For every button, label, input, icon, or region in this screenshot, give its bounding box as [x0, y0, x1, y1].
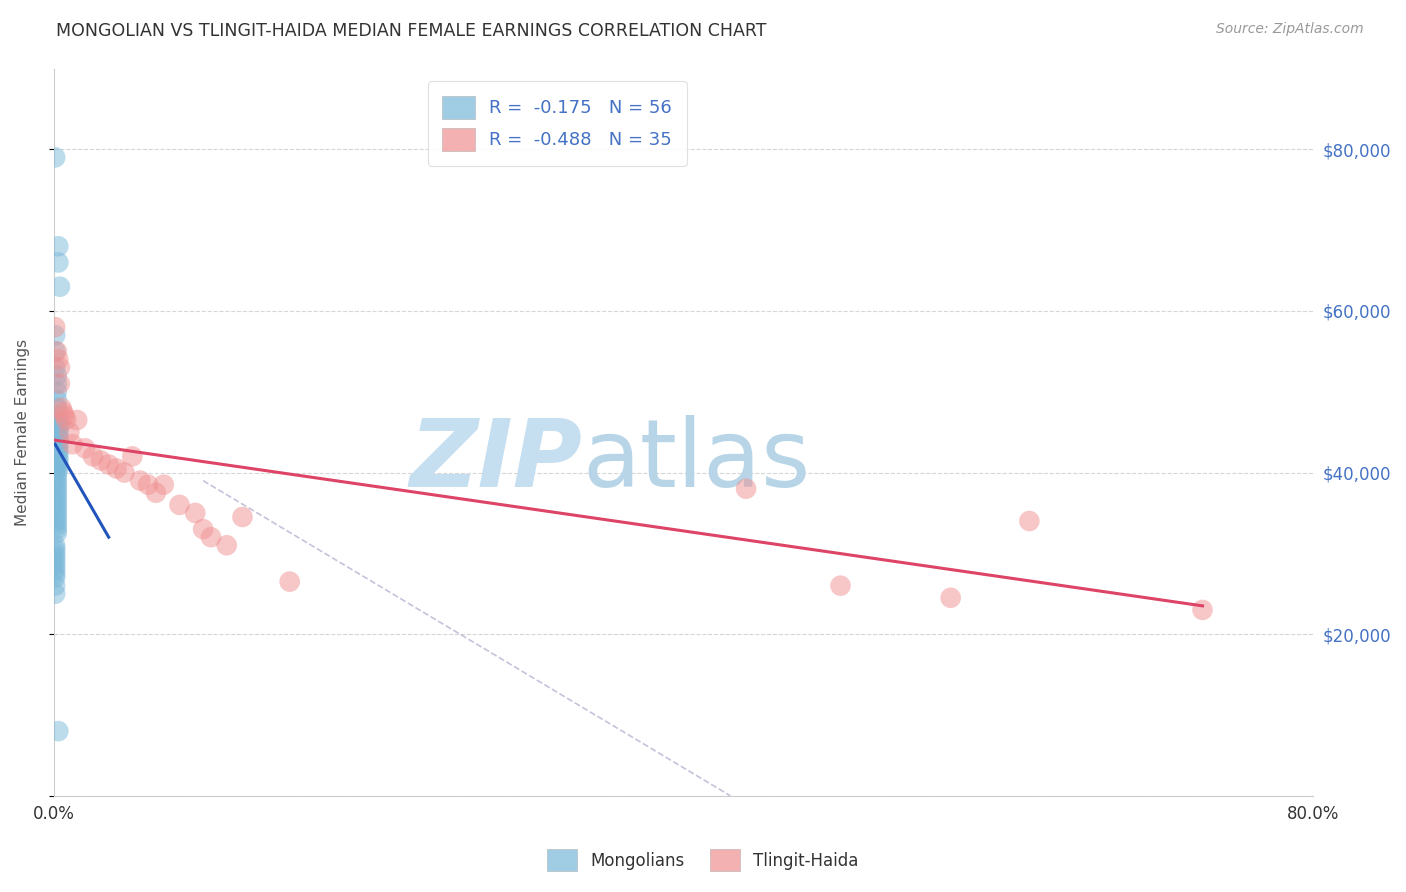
Point [46, 461, 69, 475]
Point [169, 498, 191, 512]
Point [215, 538, 238, 552]
Point [53, 409, 76, 423]
Point [145, 485, 167, 500]
Point [45, 474, 67, 488]
Point [105, 461, 128, 475]
Point [1191, 603, 1213, 617]
Point [46, 724, 69, 739]
Point [45, 344, 67, 359]
Point [45, 490, 67, 504]
Point [45, 526, 67, 541]
Point [44, 328, 66, 343]
Point [44, 562, 66, 576]
Point [45, 493, 67, 508]
Point [1018, 514, 1040, 528]
Point [121, 450, 143, 464]
Point [45, 401, 67, 415]
Legend: Mongolians, Tlingit-Haida: Mongolians, Tlingit-Haida [538, 841, 868, 880]
Text: atlas: atlas [582, 416, 811, 508]
Point [45, 477, 67, 491]
Point [830, 579, 852, 593]
Point [45, 502, 67, 516]
Point [46, 442, 69, 456]
Point [44, 587, 66, 601]
Point [44, 550, 66, 565]
Point [45, 376, 67, 391]
Point [46, 429, 69, 443]
Point [45, 510, 67, 524]
Point [46, 450, 69, 464]
Point [152, 477, 174, 491]
Point [45, 466, 67, 480]
Point [46, 437, 69, 451]
Point [44, 360, 66, 375]
Point [49, 279, 72, 293]
Point [44, 554, 66, 568]
Point [75, 442, 97, 456]
Point [200, 530, 222, 544]
Point [62, 437, 84, 451]
Point [45, 469, 67, 483]
Text: ZIP: ZIP [409, 416, 582, 508]
Point [97, 458, 120, 472]
Point [44, 461, 66, 475]
Point [44, 571, 66, 585]
Point [46, 453, 69, 467]
Point [184, 506, 207, 520]
Point [46, 255, 69, 269]
Point [44, 566, 66, 581]
Point [55, 413, 77, 427]
Point [46, 445, 69, 459]
Text: Source: ZipAtlas.com: Source: ZipAtlas.com [1216, 22, 1364, 37]
Point [66, 413, 89, 427]
Point [44, 546, 66, 560]
Point [735, 482, 758, 496]
Point [114, 466, 136, 480]
Point [44, 458, 66, 472]
Point [49, 417, 72, 431]
Point [129, 474, 152, 488]
Point [46, 425, 69, 439]
Point [52, 405, 75, 419]
Point [44, 558, 66, 573]
Point [46, 458, 69, 472]
Point [45, 522, 67, 536]
Point [46, 352, 69, 367]
Point [939, 591, 962, 605]
Point [45, 482, 67, 496]
Y-axis label: Median Female Earnings: Median Female Earnings [15, 339, 30, 525]
Text: MONGOLIAN VS TLINGIT-HAIDA MEDIAN FEMALE EARNINGS CORRELATION CHART: MONGOLIAN VS TLINGIT-HAIDA MEDIAN FEMALE… [56, 22, 766, 40]
Point [136, 477, 159, 491]
Point [45, 384, 67, 399]
Legend: R =  -0.175   N = 56, R =  -0.488   N = 35: R = -0.175 N = 56, R = -0.488 N = 35 [427, 81, 686, 166]
Point [191, 522, 214, 536]
Point [45, 506, 67, 520]
Point [51, 401, 73, 415]
Point [45, 409, 67, 423]
Point [44, 344, 66, 359]
Point [44, 150, 66, 164]
Point [49, 360, 72, 375]
Point [45, 368, 67, 383]
Point [82, 450, 104, 464]
Point [90, 453, 112, 467]
Point [44, 542, 66, 557]
Point [278, 574, 301, 589]
Point [45, 485, 67, 500]
Point [231, 510, 253, 524]
Point [44, 320, 66, 334]
Point [45, 498, 67, 512]
Point [45, 518, 67, 533]
Point [44, 538, 66, 552]
Point [44, 579, 66, 593]
Point [45, 392, 67, 407]
Point [46, 421, 69, 435]
Point [45, 514, 67, 528]
Point [46, 239, 69, 253]
Point [46, 434, 69, 448]
Point [49, 376, 72, 391]
Point [58, 425, 80, 439]
Point [45, 417, 67, 431]
